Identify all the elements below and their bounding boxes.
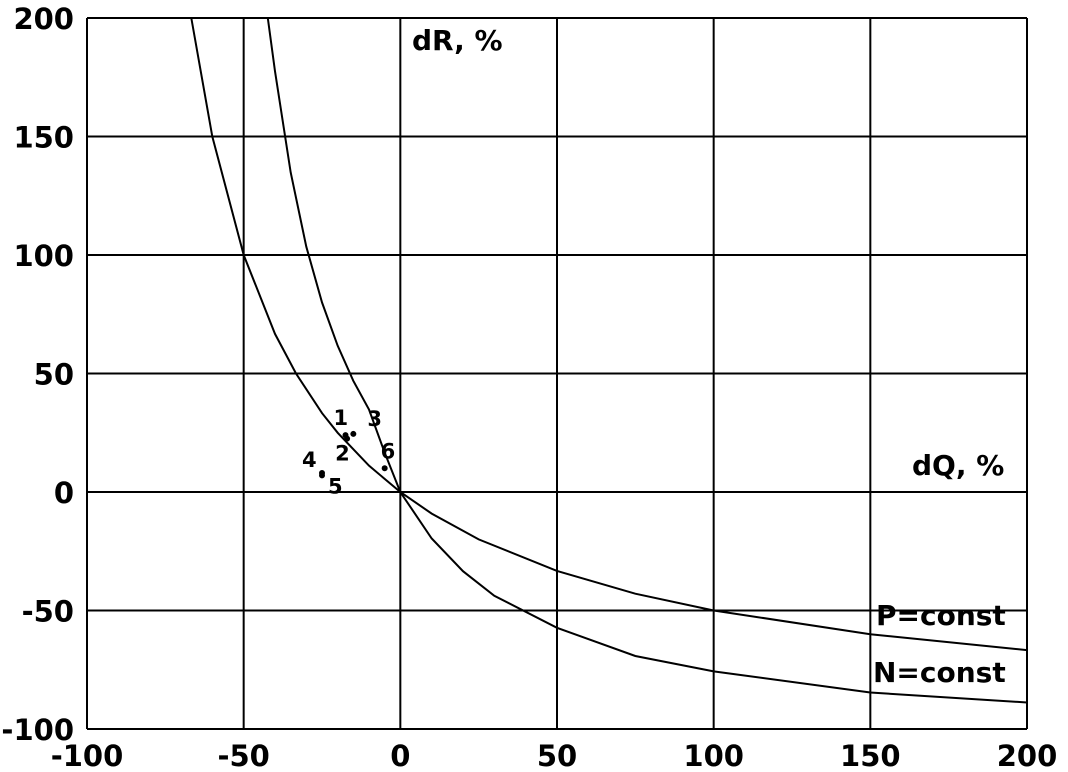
y-tick-label: 150 bbox=[13, 121, 74, 155]
y-tick-label: 200 bbox=[13, 2, 74, 36]
x-tick-label: -50 bbox=[217, 739, 269, 772]
data-point-label-4: 4 bbox=[302, 448, 317, 472]
series-label-n-const: N=const bbox=[873, 656, 1006, 689]
data-point-label-6: 6 bbox=[381, 439, 396, 463]
data-points: 1 23 45 6 bbox=[302, 406, 395, 498]
x-axis-label: dQ, % bbox=[912, 449, 1004, 482]
series-n-const-line bbox=[266, 17, 1028, 704]
x-tick-label: 0 bbox=[390, 739, 410, 772]
series-curves bbox=[190, 17, 1028, 704]
x-tick-label: 50 bbox=[537, 739, 577, 772]
data-point-6 bbox=[381, 465, 388, 472]
series-label-p-const: P=const bbox=[876, 599, 1006, 632]
data-point-label-2: 2 bbox=[335, 442, 350, 466]
y-tick-label: 100 bbox=[13, 239, 74, 273]
x-tick-label: 150 bbox=[840, 739, 901, 772]
y-tick-label: -100 bbox=[1, 713, 74, 747]
data-point-2 bbox=[344, 435, 351, 442]
x-tick-label: -100 bbox=[51, 739, 124, 772]
y-tick-label: 50 bbox=[34, 358, 74, 392]
data-point-5 bbox=[319, 472, 325, 479]
x-tick-label: 200 bbox=[997, 739, 1058, 772]
data-point-3 bbox=[350, 430, 357, 437]
y-tick-label: -50 bbox=[22, 595, 74, 629]
data-point-label-1: 1 bbox=[334, 406, 349, 430]
x-tick-label: 100 bbox=[683, 739, 744, 772]
series-p-const-line bbox=[190, 17, 1028, 652]
y-axis-label: dR, % bbox=[412, 24, 503, 57]
data-point-label-3: 3 bbox=[367, 407, 382, 431]
data-point-label-5: 5 bbox=[328, 474, 343, 498]
y-tick-label: 0 bbox=[54, 476, 74, 510]
